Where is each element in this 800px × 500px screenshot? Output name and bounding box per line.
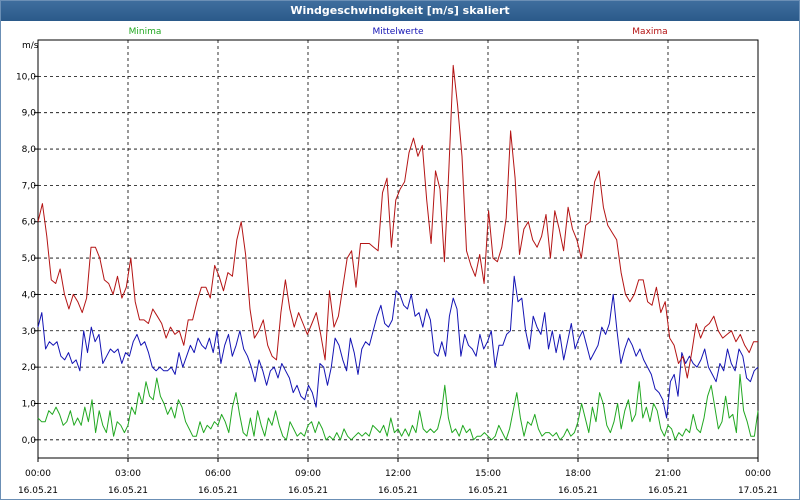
y-tick-label: 3,0 xyxy=(22,327,37,337)
y-tick-label: 8,0 xyxy=(22,145,37,155)
y-tick-label: 1,0 xyxy=(22,399,37,409)
x-tick-time: 18:00 xyxy=(565,469,591,479)
x-tick-time: 06:00 xyxy=(205,469,231,479)
x-tick-time: 09:00 xyxy=(295,469,321,479)
x-tick-time: 03:00 xyxy=(115,469,141,479)
x-tick-date: 17.05.21 xyxy=(738,486,778,496)
y-tick-label: 6,0 xyxy=(22,218,37,228)
axes: 0,0 1,0 2,0 3,0 4,0 5,0 6,0 7,0 8,0 9,0 10,0 00:00 1… xyxy=(16,72,778,496)
x-tick-time: 15:00 xyxy=(475,469,501,479)
grid xyxy=(38,40,758,458)
x-tick-time: 12:00 xyxy=(385,469,411,479)
x-tick-date: 16.05.21 xyxy=(468,486,508,496)
x-tick-date: 16.05.21 xyxy=(198,486,238,496)
y-tick-label: 7,0 xyxy=(22,181,37,191)
y-tick-label: 5,0 xyxy=(22,254,37,264)
y-tick-label: 4,0 xyxy=(22,290,37,300)
x-tick-date: 16.05.21 xyxy=(288,486,328,496)
x-tick-time: 00:00 xyxy=(25,469,51,479)
legend-maxima: Maxima xyxy=(632,27,667,37)
x-tick-date: 16.05.21 xyxy=(18,486,58,496)
y-tick-label: 0,0 xyxy=(22,436,37,446)
y-tick-label: 2,0 xyxy=(22,363,37,373)
x-tick-date: 16.05.21 xyxy=(648,486,688,496)
x-tick-date: 16.05.21 xyxy=(108,486,148,496)
series-line-mittelwerte xyxy=(37,275,759,419)
x-tick-date: 16.05.21 xyxy=(558,486,598,496)
x-tick-date: 16.05.21 xyxy=(378,486,418,496)
x-tick-time: 00:00 xyxy=(745,469,771,479)
series-line-minima xyxy=(37,373,759,441)
y-tick-label: 10,0 xyxy=(16,72,36,82)
y-tick-label: 9,0 xyxy=(22,109,37,119)
series-lines xyxy=(37,64,759,441)
y-axis-label: m/s xyxy=(22,41,39,51)
legend-mittelwerte: Mittelwerte xyxy=(372,27,423,37)
window-title: Windgeschwindigkeit [m/s] skaliert xyxy=(1,1,799,21)
series-line-maxima xyxy=(37,64,758,379)
legend-minima: Minima xyxy=(129,27,162,37)
legend: Minima Mittelwerte Maxima xyxy=(129,27,668,37)
x-tick-time: 21:00 xyxy=(655,469,681,479)
